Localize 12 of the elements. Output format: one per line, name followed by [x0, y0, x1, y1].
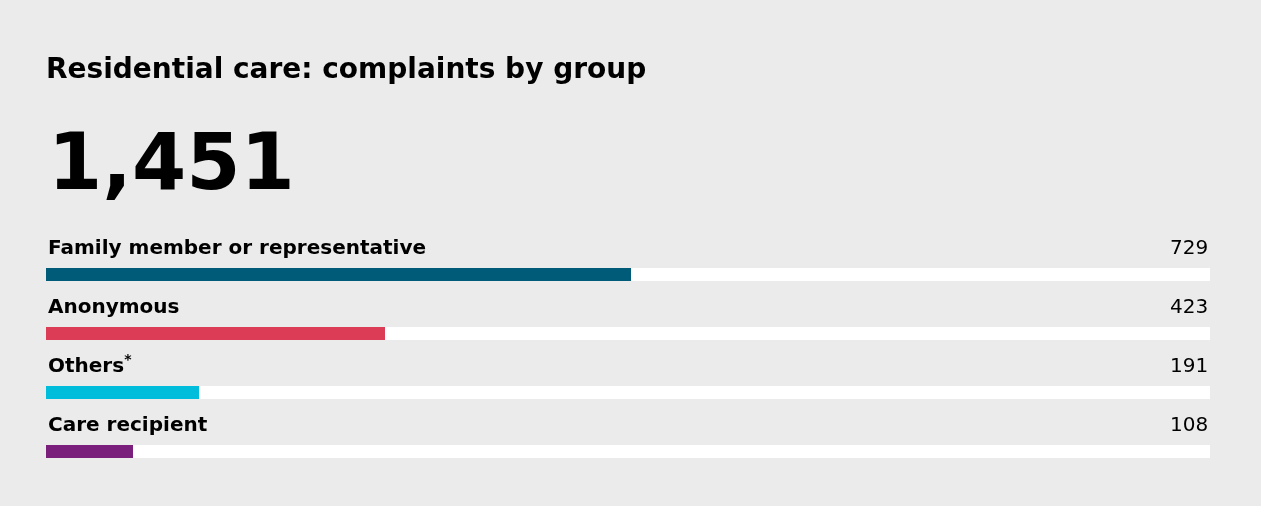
chart-subtitle: 1,451 [48, 117, 295, 207]
bar [46, 386, 199, 399]
data-label: 423 [1170, 294, 1209, 318]
data-label: 108 [1170, 412, 1209, 436]
bar [46, 445, 133, 458]
y-tick-label: Family member or representative [48, 235, 427, 259]
data-label: 729 [1170, 235, 1209, 259]
y-tick-label: Care recipient [48, 412, 208, 436]
chart-title: Residential care: complaints by group [46, 51, 647, 85]
y-tick-label: Others$^{*}$ [48, 351, 133, 378]
data-label: 191 [1170, 353, 1209, 377]
y-tick-label: Anonymous [48, 294, 180, 318]
